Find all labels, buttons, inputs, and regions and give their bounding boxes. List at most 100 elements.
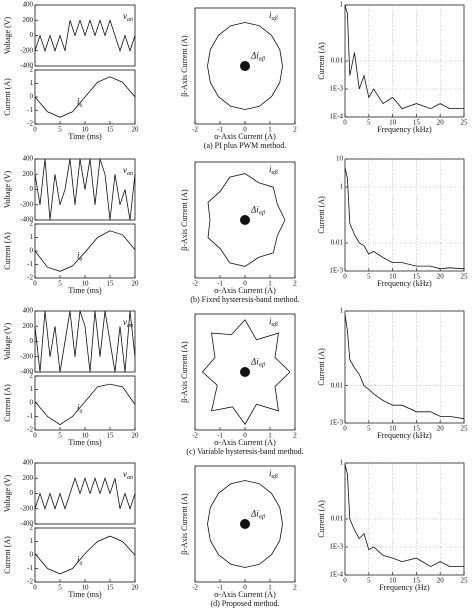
annotation: van	[123, 317, 133, 329]
x-tick-label: 0	[33, 584, 37, 592]
caption: (c) Variable hysteresis-band method.	[186, 447, 303, 456]
annotation: Δiαβ	[250, 509, 265, 521]
x-tick-label: 20	[437, 425, 445, 433]
trace	[207, 173, 286, 267]
y-tick-label: 1	[30, 537, 34, 545]
y-tick-label: 0.01	[331, 239, 344, 247]
y-axis-label: β-Axis Current (A)	[180, 35, 189, 97]
x-tick-label: 20	[132, 126, 140, 134]
annotation-text: i	[269, 164, 272, 174]
y-tick-label: 0	[30, 185, 34, 193]
y-tick-label: 1	[340, 1, 344, 9]
x-tick-label: 0	[343, 119, 347, 127]
x-tick-label: -2	[192, 126, 198, 134]
x-tick-label: 2	[293, 584, 297, 592]
y-tick-label: 1	[340, 307, 344, 315]
annotation-sub: a	[80, 103, 83, 109]
plot-frame	[34, 527, 136, 583]
annotation-sub: αβ	[272, 16, 278, 22]
annotation-sub: αβ	[272, 322, 278, 328]
annotation-sub: αβ	[259, 515, 265, 521]
annotation-sub: an	[127, 18, 133, 24]
x-tick-label: 5	[58, 432, 62, 440]
y-tick-label: 0	[30, 551, 34, 559]
y-tick-label: 10	[336, 155, 344, 163]
y-axis-label: Voltage (V)	[3, 16, 12, 54]
y-tick-label: -400	[20, 368, 33, 376]
y-axis-label: Current (A)	[317, 196, 326, 234]
x-tick-label: -1	[217, 126, 223, 134]
y-tick-label: 2	[30, 66, 34, 74]
center-dot	[240, 519, 250, 529]
x-tick-label: 0	[243, 432, 247, 440]
trace	[34, 535, 136, 575]
x-tick-label: 5	[367, 425, 371, 433]
annotation-text: v	[123, 469, 127, 479]
trace	[344, 464, 464, 568]
x-axis-label: α-Axis Current (A)	[214, 438, 276, 447]
x-tick-label: -2	[192, 280, 198, 288]
x-tick-label: 10	[82, 126, 90, 134]
annotation-text: Δi	[250, 51, 259, 61]
annotation-text: v	[123, 11, 127, 21]
x-tick-label: 20	[437, 119, 445, 127]
caption: (b) Fixed hysteresis-band method.	[190, 295, 299, 304]
center-dot	[240, 61, 250, 71]
y-tick-label: 0.01	[331, 515, 344, 523]
annotation-sub: an	[127, 476, 133, 482]
y-tick-label: 400	[23, 459, 34, 467]
x-tick-label: -1	[217, 584, 223, 592]
y-tick-label: 1	[340, 183, 344, 191]
y-tick-label: 400	[23, 1, 34, 9]
y-axis-label: β-Axis Current (A)	[180, 341, 189, 403]
x-tick-label: 2	[293, 280, 297, 288]
caption: (a) PI plus PWM method.	[204, 141, 286, 150]
x-tick-label: 15	[413, 577, 421, 585]
trace	[207, 22, 283, 110]
y-tick-label: 2	[30, 220, 34, 228]
trace	[344, 4, 464, 110]
x-tick-label: 10	[389, 119, 397, 127]
y-axis-label: Voltage (V)	[3, 474, 12, 512]
annotation: iαβ	[269, 164, 278, 176]
x-tick-label: 10	[82, 280, 90, 288]
y-axis-label: Current (A)	[3, 384, 12, 422]
y-tick-label: -1	[27, 260, 33, 268]
y-tick-label: 2	[30, 372, 34, 380]
y-tick-label: 400	[23, 307, 34, 315]
annotation: Δiαβ	[250, 51, 265, 63]
y-tick-label: 1E-4	[329, 113, 343, 121]
x-tick-label: 15	[413, 273, 421, 281]
y-tick-label: -2	[27, 426, 33, 434]
y-tick-label: 1E-3	[329, 543, 343, 551]
x-tick-label: 0	[33, 432, 37, 440]
x-tick-label: 1	[268, 126, 272, 134]
y-axis-label: Current (A)	[3, 232, 12, 270]
x-tick-label: 15	[413, 425, 421, 433]
x-tick-label: 5	[58, 280, 62, 288]
x-tick-label: 2	[293, 126, 297, 134]
x-tick-label: 10	[389, 273, 397, 281]
y-tick-label: 400	[23, 155, 34, 163]
x-tick-label: 0	[243, 584, 247, 592]
x-tick-label: -2	[192, 584, 198, 592]
x-axis-label: Time (ms)	[68, 286, 102, 295]
y-tick-label: -400	[20, 520, 33, 528]
x-tick-label: 25	[461, 577, 469, 585]
y-axis-label: Current (A)	[3, 536, 12, 574]
x-tick-label: 15	[107, 126, 115, 134]
annotation-text: v	[123, 165, 127, 175]
y-tick-label: 1E-3	[329, 85, 343, 93]
x-axis-label: Time (ms)	[68, 438, 102, 447]
trace	[344, 314, 465, 420]
x-tick-label: 10	[82, 584, 90, 592]
y-tick-label: -200	[20, 200, 33, 208]
y-tick-label: 200	[23, 170, 34, 178]
x-tick-label: 20	[132, 584, 140, 592]
x-tick-label: 15	[413, 119, 421, 127]
x-axis-label: α-Axis Current (A)	[214, 286, 276, 295]
annotation-sub: αβ	[259, 211, 265, 217]
annotation-text: i	[269, 468, 272, 478]
y-tick-label: -2	[27, 120, 33, 128]
